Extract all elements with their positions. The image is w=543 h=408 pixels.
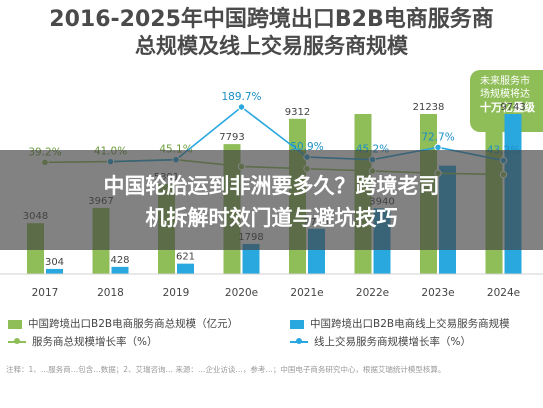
forecast-badge-line-1: 未来服务市 <box>480 76 530 87</box>
bar-online-label-2017: 304 <box>45 257 64 268</box>
article-overlay-title-line-1: 中国轮胎运到非洲要多久？跨境老司 <box>103 174 440 198</box>
legend-label-online-scale: 中国跨境出口B2B电商线上交易服务商规模 <box>310 318 510 330</box>
bar-online-label-2018: 428 <box>110 255 129 266</box>
forecast-badge-line-2: 场规模将达 <box>480 89 530 100</box>
x-tick-2024e: 2024e <box>487 287 520 299</box>
chart-title: 2016-2025年中国跨境出口B2B电商服务商 总规模及线上交易服务商规模 <box>0 6 543 60</box>
bar-online-2020e <box>242 244 260 274</box>
x-tick-2021e: 2021e <box>290 287 323 299</box>
legend-swatch-total-scale <box>8 319 22 329</box>
bar-online-label-2024e: 9743 <box>500 102 525 113</box>
legend-item-online-scale: 中国跨境出口B2B电商线上交易服务商规模 <box>290 316 510 331</box>
x-tick-2018: 2018 <box>97 287 124 299</box>
growth-online-label-2020e: 189.7% <box>221 91 261 103</box>
bar-total-label-2020e: 7793 <box>219 132 244 143</box>
article-overlay-band <box>0 150 543 250</box>
article-overlay-title-line-2: 机拆解时效门道与避坑技巧 <box>145 206 398 230</box>
legend-line-online-growth <box>290 338 308 344</box>
legend-item-total-growth: 服务商总规模增长率（%） <box>8 334 157 349</box>
bar-total-label-2023e: 21238 <box>413 102 445 113</box>
x-tick-2020e: 2020e <box>225 287 258 299</box>
legend-swatch-online-scale <box>290 319 304 329</box>
legend-label-online-growth: 线上交易服务商规模增长率（%） <box>314 336 471 348</box>
x-tick-2022e: 2022e <box>356 287 389 299</box>
legend-label-total-scale: 中国跨境出口B2B电商服务商总规模（亿元） <box>28 318 239 330</box>
legend-line-total-growth <box>8 338 26 344</box>
article-overlay-title: 中国轮胎运到非洲要多久？跨境老司 机拆解时效门道与避坑技巧 <box>0 170 543 234</box>
growth-online-point-2020e <box>237 103 246 111</box>
source-note: 注释：1、…服务商…包含…数据；2、艾瑞咨询… 来源：…企业访谈…，参考…；中国… <box>6 365 446 374</box>
bar-online-label-2019: 621 <box>176 252 195 263</box>
x-tick-2023e: 2023e <box>421 287 454 299</box>
bar-total-label-2021e: 9312 <box>285 107 310 118</box>
forecast-badge-line-3: 十万亿量级 <box>480 101 535 114</box>
bar-online-2018 <box>111 266 129 274</box>
legend-item-online-growth: 线上交易服务商规模增长率（%） <box>290 334 471 349</box>
growth-online-label-2023e: 72.7% <box>421 131 454 143</box>
bar-online-2017 <box>46 268 63 274</box>
legend-label-total-growth: 服务商总规模增长率（%） <box>32 336 158 348</box>
chart-title-line-2: 总规模及线上交易服务商规模 <box>135 34 408 58</box>
chart-title-line-1: 2016-2025年中国跨境出口B2B电商服务商 <box>49 7 494 32</box>
legend-item-total-scale: 中国跨境出口B2B电商服务商总规模（亿元） <box>8 316 238 331</box>
bar-online-2019 <box>177 263 194 274</box>
x-tick-2017: 2017 <box>32 287 59 299</box>
x-tick-2019: 2019 <box>163 287 190 299</box>
